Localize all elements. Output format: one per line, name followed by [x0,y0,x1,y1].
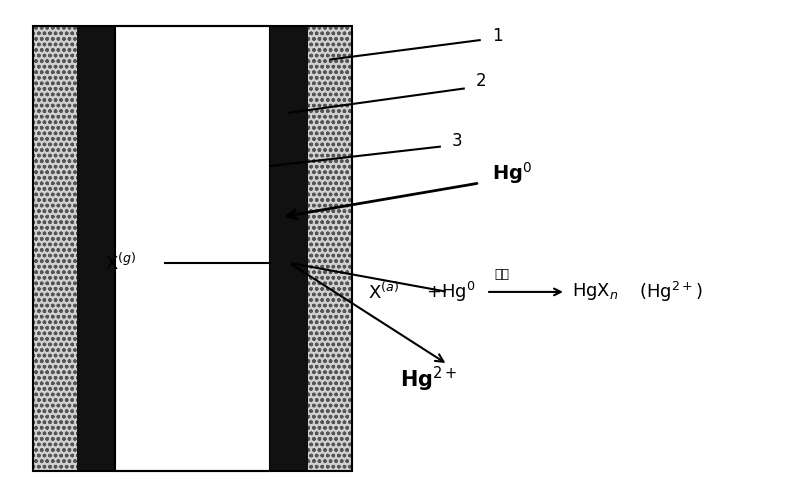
Text: 催化: 催化 [494,268,509,281]
Text: X$^{(g)}$: X$^{(g)}$ [105,252,136,274]
Bar [34,26,77,471]
Text: X$^{(a)}$: X$^{(a)}$ [368,281,399,302]
Text: Hg$^0$: Hg$^0$ [492,160,532,186]
Bar [34,26,352,471]
Bar [115,26,270,471]
Bar [308,26,352,471]
Text: Hg$^{2+}$: Hg$^{2+}$ [400,364,458,393]
Text: (Hg$^{2+}$): (Hg$^{2+}$) [639,280,702,304]
Text: 1: 1 [492,27,502,45]
Text: HgX$_n$: HgX$_n$ [572,281,619,302]
Bar [270,26,308,471]
Text: +Hg$^{0}$: +Hg$^{0}$ [426,280,476,304]
Text: 3: 3 [452,132,462,150]
Text: 2: 2 [476,72,486,90]
Bar [77,26,115,471]
